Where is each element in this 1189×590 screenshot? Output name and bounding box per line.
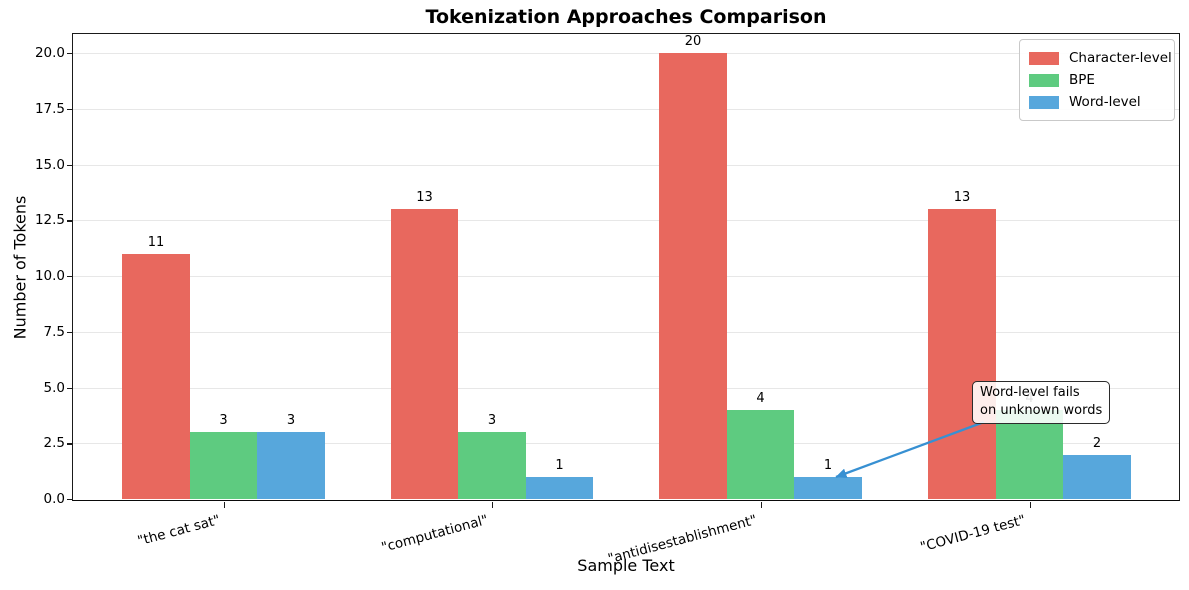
y-tick-label: 2.5 bbox=[43, 435, 65, 452]
x-axis-label: Sample Text bbox=[577, 556, 675, 575]
y-tick-label: 7.5 bbox=[43, 323, 65, 340]
y-axis-label: Number of Tokens bbox=[10, 195, 30, 340]
x-tick-mark bbox=[760, 502, 762, 508]
gridline-y-5 bbox=[73, 387, 1179, 389]
legend-label: Word-level bbox=[1069, 94, 1141, 110]
bar-value-label: 20 bbox=[684, 34, 702, 50]
y-tick-mark bbox=[67, 387, 73, 389]
bar-bpe-0 bbox=[189, 432, 258, 500]
y-tick-label: 10.0 bbox=[34, 268, 65, 285]
bar-character-level-0 bbox=[122, 253, 190, 500]
bar-value-label: 3 bbox=[219, 413, 228, 429]
legend: Character-level BPE Word-level bbox=[1019, 39, 1175, 121]
legend-label: BPE bbox=[1069, 72, 1095, 88]
y-tick-label: 17.5 bbox=[34, 100, 65, 117]
gridline-y-10 bbox=[73, 276, 1179, 278]
x-tick-label-1: "computational" bbox=[379, 512, 491, 556]
y-tick-mark bbox=[67, 443, 73, 445]
bar-value-label: 4 bbox=[756, 391, 765, 406]
bar-value-label: 3 bbox=[487, 413, 497, 429]
y-tick-label: 5.0 bbox=[43, 379, 65, 396]
annotation-word-level-fails: Word-level fails on unknown words bbox=[972, 381, 1111, 424]
legend-swatch bbox=[1029, 51, 1059, 65]
legend-label: Character-level bbox=[1069, 50, 1172, 66]
plot-area: Word-level fails on unknown words Charac… bbox=[35, 33, 1180, 567]
gridline-y-15 bbox=[73, 164, 1179, 166]
legend-item-word-level: Word-level bbox=[1029, 91, 1165, 113]
bar-character-level-1 bbox=[390, 209, 459, 500]
gridline-y-2.5 bbox=[73, 443, 1179, 445]
bar-character-level-2 bbox=[659, 53, 727, 500]
y-tick-mark bbox=[67, 108, 73, 111]
legend-swatch bbox=[1029, 95, 1059, 109]
y-tick-label: 0.0 bbox=[43, 491, 65, 508]
chart-title: Tokenization Approaches Comparison bbox=[425, 6, 827, 28]
y-tick-label: 12.5 bbox=[34, 212, 65, 229]
y-tick-mark bbox=[67, 499, 73, 501]
legend-swatch bbox=[1029, 73, 1059, 87]
gridline-y-12.5 bbox=[73, 220, 1179, 222]
bar-word-level-2 bbox=[794, 476, 862, 500]
bar-value-label: 1 bbox=[823, 457, 833, 473]
bar-word-level-1 bbox=[525, 476, 594, 500]
y-tick-mark bbox=[67, 53, 73, 55]
bar-value-label: 13 bbox=[416, 190, 433, 206]
gridline-y-20 bbox=[73, 53, 1179, 55]
y-tick-label: 15.0 bbox=[34, 156, 65, 173]
x-tick-mark bbox=[492, 502, 494, 508]
bar-value-label: 13 bbox=[953, 190, 971, 206]
x-tick-label-3: "COVID-19 test" bbox=[919, 512, 1028, 556]
bar-value-label: 2 bbox=[1092, 435, 1102, 451]
bar-bpe-2 bbox=[726, 410, 795, 500]
y-tick-mark bbox=[67, 220, 73, 222]
y-tick-mark bbox=[67, 164, 73, 166]
x-tick-mark bbox=[223, 502, 225, 508]
legend-item-bpe: BPE bbox=[1029, 69, 1165, 91]
legend-item-character-level: Character-level bbox=[1029, 47, 1172, 69]
bar-value-label: 1 bbox=[555, 457, 564, 473]
y-tick-label: 20.0 bbox=[34, 45, 65, 62]
bar-bpe-1 bbox=[458, 432, 526, 500]
gridline-y-17.5 bbox=[73, 108, 1179, 110]
bar-character-level-3 bbox=[928, 209, 996, 500]
bar-word-level-0 bbox=[257, 432, 325, 500]
y-tick-mark bbox=[67, 331, 73, 334]
bar-word-level-3 bbox=[1063, 454, 1131, 500]
bar-value-label: 3 bbox=[286, 413, 296, 429]
bar-bpe-3 bbox=[995, 410, 1064, 500]
bar-value-label: 11 bbox=[147, 234, 165, 250]
x-tick-mark bbox=[1029, 502, 1031, 508]
gridline-y-7.5 bbox=[73, 331, 1179, 333]
x-tick-label-0: "the cat sat" bbox=[135, 512, 222, 550]
y-tick-mark bbox=[67, 276, 73, 278]
